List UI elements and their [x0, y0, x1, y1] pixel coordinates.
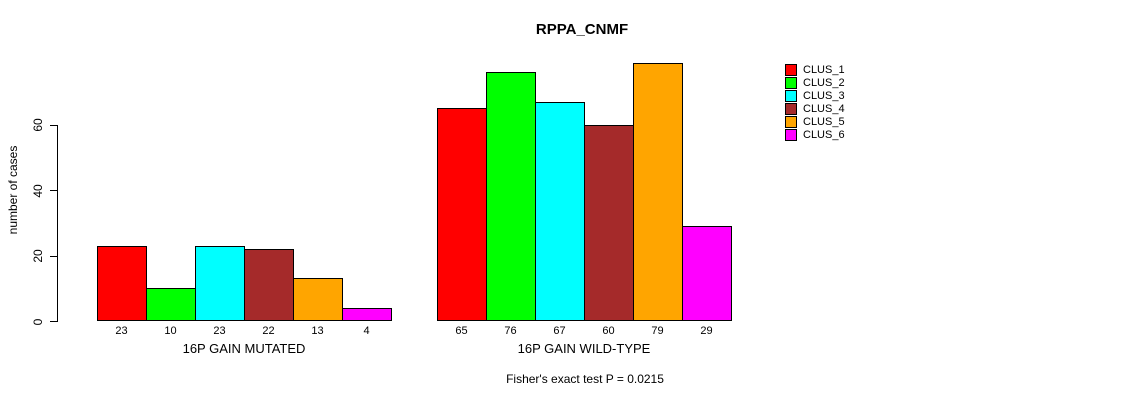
legend-item: CLUS_2 — [785, 76, 845, 89]
bar-value-label: 67 — [553, 325, 566, 337]
legend-swatch-clus_1 — [785, 63, 797, 76]
y-tick-label: 40 — [31, 184, 45, 198]
bar-clus_2-group1 — [146, 288, 196, 321]
y-axis-label: number of cases — [6, 145, 20, 235]
y-tick-label: 60 — [31, 118, 45, 132]
y-tick-label: 0 — [31, 318, 45, 325]
x-category-label: 16P GAIN MUTATED — [182, 341, 306, 356]
bar-clus_4-group2 — [584, 124, 634, 321]
legend-item: CLUS_1 — [785, 63, 845, 76]
legend: CLUS_1 CLUS_2 CLUS_3 CLUS_4 CLUS_5 CLUS_6 — [785, 63, 845, 141]
bar-clus_3-group1 — [195, 245, 245, 321]
y-axis-tick — [50, 124, 57, 126]
legend-item-label: CLUS_3 — [803, 89, 845, 102]
bar-clus_3-group2 — [535, 101, 585, 321]
bar-clus_5-group1 — [293, 278, 343, 321]
legend-item-label: CLUS_1 — [803, 63, 845, 76]
bar-value-label: 60 — [602, 325, 615, 337]
bar-value-label: 22 — [262, 325, 275, 337]
bar-clus_6-group1 — [342, 307, 392, 321]
y-tick-label: 20 — [31, 249, 45, 263]
legend-item: CLUS_5 — [785, 115, 845, 128]
bar-value-label: 10 — [164, 325, 177, 337]
bar-clus_1-group2 — [437, 108, 487, 321]
bar-value-label: 65 — [455, 325, 468, 337]
legend-item-label: CLUS_2 — [803, 76, 845, 89]
legend-item: CLUS_4 — [785, 102, 845, 115]
legend-swatch-clus_5 — [785, 115, 797, 128]
bar-value-label: 29 — [700, 325, 713, 337]
legend-swatch-clus_3 — [785, 89, 797, 102]
bar-value-label: 76 — [504, 325, 517, 337]
y-axis-tick — [50, 190, 57, 192]
bar-value-label: 13 — [311, 325, 324, 337]
legend-item-label: CLUS_4 — [803, 102, 845, 115]
bar-clus_1-group1 — [97, 245, 147, 321]
legend-swatch-clus_2 — [785, 76, 797, 89]
y-axis-tick — [50, 321, 57, 322]
legend-item-label: CLUS_6 — [803, 128, 845, 141]
legend-item: CLUS_3 — [785, 89, 845, 102]
y-axis-line — [57, 124, 58, 322]
bar-value-label: 79 — [651, 325, 664, 337]
chart-title: RPPA_CNMF — [535, 21, 629, 38]
bar-value-label: 23 — [115, 325, 128, 337]
annotation-text: Fisher's exact test P = 0.0215 — [506, 372, 664, 386]
bar-clus_4-group1 — [244, 249, 294, 321]
bar-value-label: 4 — [363, 325, 370, 337]
x-category-label: 16P GAIN WILD-TYPE — [517, 341, 651, 356]
legend-swatch-clus_4 — [785, 102, 797, 115]
bar-clus_2-group2 — [486, 72, 536, 321]
y-axis-tick — [50, 255, 57, 257]
legend-item-label: CLUS_5 — [803, 115, 845, 128]
legend-item: CLUS_6 — [785, 128, 845, 141]
bar-clus_6-group2 — [682, 226, 732, 321]
bar-value-label: 23 — [213, 325, 226, 337]
bar-clus_5-group2 — [633, 62, 683, 321]
legend-swatch-clus_6 — [785, 128, 797, 141]
